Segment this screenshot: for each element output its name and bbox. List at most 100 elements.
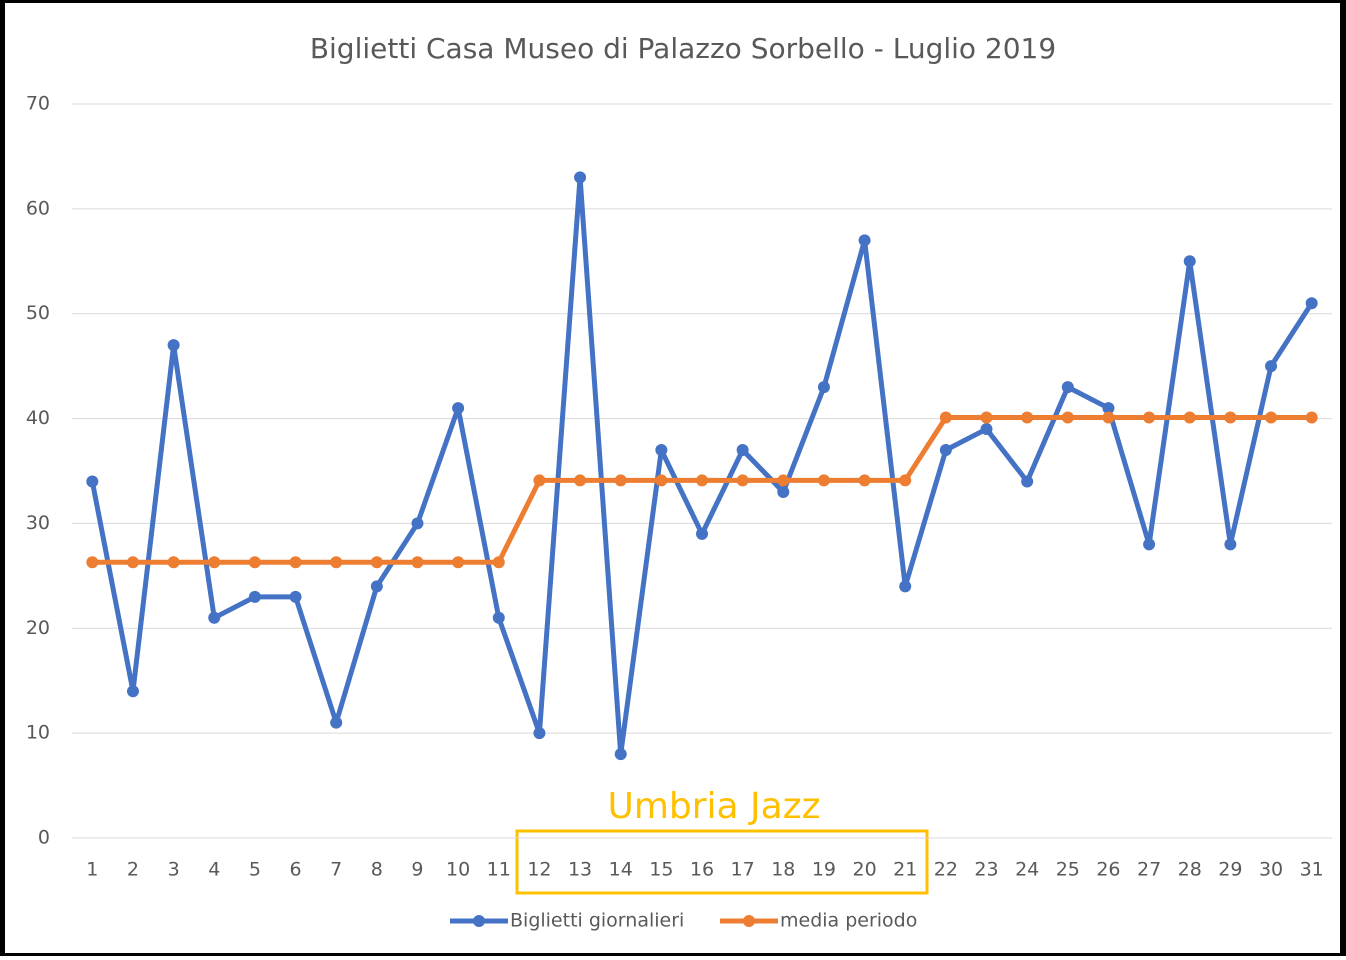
data-point	[248, 590, 261, 603]
data-point	[655, 474, 668, 487]
x-tick-label: 19	[812, 859, 836, 881]
data-point	[1021, 411, 1034, 424]
data-point	[574, 171, 587, 184]
y-tick-label: 30	[26, 512, 50, 534]
data-point	[696, 474, 708, 487]
legend-marker	[743, 915, 755, 927]
data-point	[126, 685, 139, 698]
legend-marker	[473, 915, 485, 927]
x-tick-label: 16	[690, 859, 714, 881]
x-tick-label: 23	[974, 859, 998, 881]
data-point	[533, 727, 546, 740]
x-tick-label: 27	[1137, 859, 1161, 881]
x-tick-label: 7	[330, 859, 342, 881]
y-tick-label: 20	[26, 617, 50, 639]
data-point	[777, 474, 790, 487]
x-tick-label: 11	[487, 859, 511, 881]
y-tick-label: 60	[26, 197, 50, 219]
y-tick-label: 70	[26, 93, 50, 115]
data-point	[817, 381, 830, 394]
y-tick-label: 0	[38, 827, 50, 849]
data-point	[899, 580, 912, 593]
data-point	[492, 556, 505, 569]
data-point	[86, 556, 99, 569]
x-tick-label: 31	[1300, 859, 1324, 881]
data-point	[1143, 538, 1156, 551]
data-point	[939, 444, 952, 457]
x-tick-label: 8	[371, 859, 383, 881]
data-point	[696, 527, 708, 540]
x-tick-label: 15	[649, 859, 673, 881]
data-point	[330, 716, 343, 729]
x-tick-label: 17	[731, 859, 755, 881]
x-tick-label: 24	[1015, 859, 1039, 881]
y-tick-label: 50	[26, 302, 50, 324]
data-point	[574, 474, 587, 487]
y-tick-label: 40	[26, 407, 50, 429]
data-point	[248, 556, 261, 569]
data-point	[777, 485, 790, 498]
annotation: Umbria Jazz	[607, 786, 820, 827]
data-point	[614, 748, 627, 761]
data-point	[1102, 402, 1115, 415]
data-point	[858, 474, 871, 487]
data-point	[858, 234, 871, 247]
data-point	[330, 556, 343, 569]
data-point	[411, 556, 424, 569]
data-point	[167, 556, 180, 569]
data-point	[1265, 360, 1278, 373]
data-point	[452, 556, 465, 569]
data-point	[1183, 255, 1196, 268]
data-point	[1265, 411, 1278, 424]
x-tick-label: 28	[1178, 859, 1202, 881]
data-point	[289, 590, 302, 603]
legend-label: Biglietti giornalieri	[510, 910, 684, 932]
x-tick-label: 22	[934, 859, 958, 881]
x-tick-label: 21	[893, 859, 917, 881]
x-tick-label: 13	[568, 859, 592, 881]
data-point	[370, 556, 383, 569]
data-point	[655, 444, 668, 457]
x-tick-label: 14	[609, 859, 633, 881]
data-point	[1061, 381, 1074, 394]
y-tick-label: 10	[26, 722, 50, 744]
data-point	[1183, 411, 1196, 424]
data-point	[289, 556, 302, 569]
data-point	[980, 411, 993, 424]
data-point	[614, 474, 627, 487]
data-point	[126, 556, 139, 569]
data-point	[736, 444, 749, 457]
data-point	[167, 339, 180, 352]
x-tick-label: 6	[290, 859, 302, 881]
data-point	[899, 474, 912, 487]
data-point	[939, 411, 952, 424]
data-point	[208, 556, 221, 569]
chart-title: Biglietti Casa Museo di Palazzo Sorbello…	[310, 32, 1056, 65]
legend-label: media periodo	[780, 910, 917, 932]
x-tick-label: 18	[771, 859, 795, 881]
x-tick-label: 26	[1096, 859, 1120, 881]
data-point	[1305, 297, 1318, 310]
data-point	[1224, 411, 1237, 424]
x-tick-label: 20	[852, 859, 876, 881]
data-point	[208, 611, 221, 624]
data-point	[1102, 411, 1115, 424]
x-tick-label: 4	[208, 859, 220, 881]
data-point	[1061, 411, 1074, 424]
x-tick-label: 5	[249, 859, 261, 881]
x-tick-label: 12	[527, 859, 551, 881]
x-tick-label: 2	[127, 859, 139, 881]
data-point	[736, 474, 749, 487]
data-point	[1305, 411, 1318, 424]
data-point	[1021, 475, 1034, 488]
x-tick-label: 30	[1259, 859, 1283, 881]
x-tick-label: 1	[86, 859, 98, 881]
annotation-box	[515, 829, 929, 895]
data-point	[86, 475, 99, 488]
data-point	[492, 611, 505, 624]
x-tick-label: 10	[446, 859, 470, 881]
data-point	[980, 423, 993, 436]
data-point	[533, 474, 546, 487]
data-point	[817, 474, 830, 487]
